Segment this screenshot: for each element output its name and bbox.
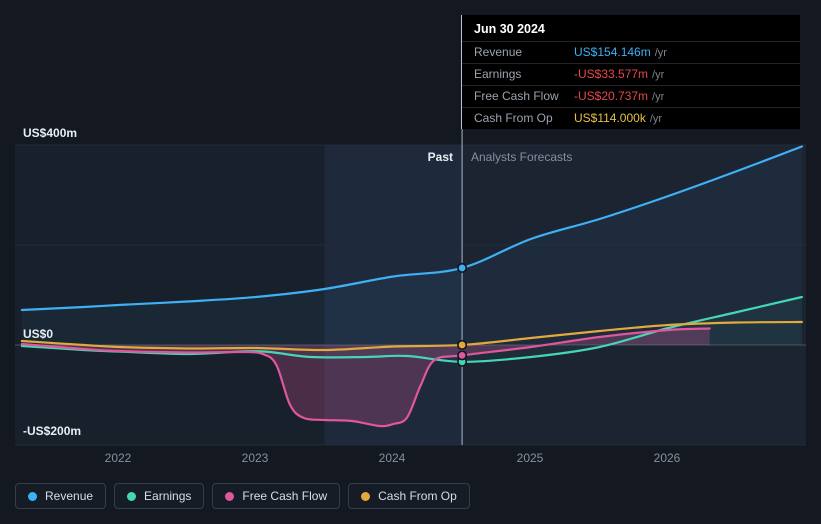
highlight-band <box>324 145 463 445</box>
legend-item-cash-from-op[interactable]: Cash From Op <box>348 483 470 509</box>
earnings-dot-icon <box>127 491 137 501</box>
cash-from-op-marker <box>457 339 468 350</box>
tooltip-row-cash-from-op: Cash From Op US$114.000k /yr <box>462 107 800 129</box>
legend-label: Revenue <box>45 489 94 503</box>
free-cash-flow-dot-icon <box>225 491 235 501</box>
tooltip-row-free-cash-flow: Free Cash Flow -US$20.737m /yr <box>462 85 800 107</box>
x-tick-2026: 2026 <box>653 451 681 465</box>
cash-from-op-dot-icon <box>361 491 371 501</box>
legend: Revenue Earnings Free Cash Flow Cash Fro… <box>15 483 470 509</box>
tooltip-row-suffix: /yr <box>654 47 667 59</box>
tooltip-date: Jun 30 2024 <box>474 22 545 36</box>
tooltip-row-value: -US$20.737m <box>574 89 649 103</box>
y-tick-400m: US$400m <box>23 126 78 140</box>
x-tick-2022: 2022 <box>104 451 132 465</box>
legend-label: Cash From Op <box>378 489 457 503</box>
free-cash-flow-marker <box>457 350 468 361</box>
x-tick-2025: 2025 <box>516 451 544 465</box>
earnings-area <box>21 297 802 362</box>
tooltip-row-value: -US$33.577m <box>574 67 649 81</box>
tooltip-row-label: Free Cash Flow <box>474 89 559 103</box>
tooltip-row-value: US$154.146m <box>574 45 651 59</box>
legend-item-free-cash-flow[interactable]: Free Cash Flow <box>212 483 341 509</box>
tooltip-row-label: Earnings <box>474 67 522 81</box>
y-tick-neg200m: -US$200m <box>23 424 82 438</box>
free-cash-flow-area <box>21 328 710 427</box>
analysts-forecasts-section-label: Analysts Forecasts <box>471 150 573 164</box>
data-tooltip: Jun 30 2024 Revenue US$154.146m /yr Earn… <box>461 15 800 129</box>
tooltip-row-revenue: Revenue US$154.146m /yr <box>462 41 800 63</box>
forecast-region <box>462 145 806 445</box>
tooltip-row-label: Cash From Op <box>474 111 553 125</box>
x-tick-2023: 2023 <box>241 451 269 465</box>
legend-label: Free Cash Flow <box>242 489 328 503</box>
legend-label: Earnings <box>144 489 192 503</box>
x-tick-2024: 2024 <box>378 451 406 465</box>
revenue-dot-icon <box>28 491 37 501</box>
past-section-label: Past <box>427 150 453 164</box>
free-cash-flow-line <box>20 327 711 428</box>
cash-from-op-line <box>20 320 803 352</box>
y-tick-0: US$0 <box>23 327 54 341</box>
tooltip-row-earnings: Earnings -US$33.577m /yr <box>462 63 800 85</box>
tooltip-row-label: Revenue <box>474 45 523 59</box>
legend-item-earnings[interactable]: Earnings <box>114 483 205 509</box>
legend-item-revenue[interactable]: Revenue <box>15 483 107 509</box>
tooltip-row-value: US$114.000k <box>574 111 646 125</box>
tooltip-row-suffix: /yr <box>652 91 665 103</box>
revenue-area <box>21 146 802 345</box>
revenue-line <box>20 145 803 312</box>
tooltip-row-suffix: /yr <box>652 69 665 81</box>
tooltip-row-suffix: /yr <box>649 113 663 125</box>
revenue-marker <box>457 262 468 273</box>
